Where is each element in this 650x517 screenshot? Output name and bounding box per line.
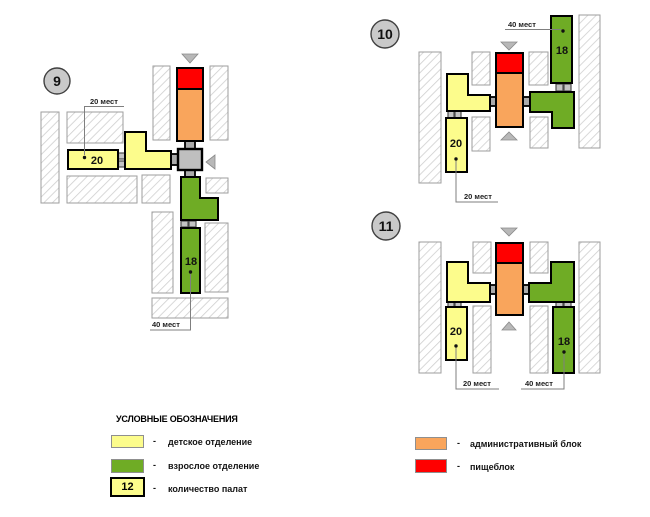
central-node xyxy=(176,147,204,172)
legend-separator: - xyxy=(457,461,460,471)
leader-dot xyxy=(454,344,458,348)
existing-building xyxy=(151,211,174,294)
food-block xyxy=(176,67,204,90)
legend-label-admin: административный блок xyxy=(470,439,582,449)
capacity-label: 40 мест xyxy=(508,20,536,29)
ward-count: 20 xyxy=(450,326,462,338)
food-block xyxy=(495,242,524,264)
legend-separator: - xyxy=(153,436,156,446)
leader-dot xyxy=(562,350,566,354)
capacity-label: 20 мест xyxy=(463,379,491,388)
existing-building xyxy=(472,241,492,274)
legend-separator: - xyxy=(457,438,460,448)
ward-count: 20 xyxy=(91,155,103,167)
existing-building xyxy=(578,241,601,374)
entrance-arrow-icon xyxy=(500,131,518,141)
leader-line xyxy=(455,348,499,390)
legend-label-adult: взрослое отделение xyxy=(168,461,260,471)
legend-separator: - xyxy=(153,483,156,493)
children-department-block xyxy=(446,261,491,303)
existing-building xyxy=(471,116,491,152)
food-block xyxy=(495,52,524,74)
existing-building xyxy=(529,305,549,374)
corridor-connector xyxy=(555,83,564,92)
admin-block xyxy=(176,88,204,142)
corridor-connector xyxy=(180,220,189,228)
existing-building xyxy=(528,51,549,86)
entrance-arrow-icon xyxy=(181,53,199,64)
leader-dot xyxy=(561,29,565,33)
entrance-arrow-icon xyxy=(205,154,216,170)
existing-building xyxy=(205,177,229,194)
adult-department-block xyxy=(529,91,575,129)
legend-label-children: детское отделение xyxy=(168,437,253,447)
ward-count: 18 xyxy=(185,256,197,268)
legend-separator: - xyxy=(153,460,156,470)
existing-building xyxy=(578,14,601,149)
legend-label-food: пищеблок xyxy=(470,462,515,472)
ward-count: 18 xyxy=(558,336,570,348)
existing-building xyxy=(472,305,492,374)
existing-building xyxy=(66,175,138,204)
existing-building xyxy=(66,111,124,144)
existing-building xyxy=(152,65,171,141)
existing-building xyxy=(204,222,229,293)
legend-swatch-children xyxy=(111,435,144,448)
capacity-label: 40 мест xyxy=(152,320,180,329)
existing-building xyxy=(471,51,491,86)
ward-count: 20 xyxy=(450,138,462,150)
admin-block xyxy=(495,72,524,128)
legend-swatch-food xyxy=(415,459,447,473)
scheme-number: 9 xyxy=(53,73,61,89)
admin-block xyxy=(495,262,524,316)
existing-building xyxy=(529,116,549,149)
scheme-number: 10 xyxy=(377,26,393,42)
existing-building xyxy=(529,241,549,274)
leader-line xyxy=(150,274,191,331)
children-department-block xyxy=(446,73,491,112)
adult-department-block xyxy=(180,176,219,221)
existing-building xyxy=(141,174,171,204)
existing-building xyxy=(209,65,229,141)
legend-swatch-admin xyxy=(415,437,447,450)
scheme-badge xyxy=(371,211,401,241)
scheme-10: 10 18 20 40 мест 20 мест xyxy=(370,14,601,203)
leader-line xyxy=(455,161,498,203)
corridor-connector xyxy=(447,110,455,119)
existing-building xyxy=(418,51,442,184)
scheme-9: 9 20 18 20 мест 40 мест xyxy=(40,53,229,331)
children-ward-block xyxy=(67,149,119,170)
corridor-connector xyxy=(188,220,197,228)
existing-building xyxy=(418,241,442,374)
entrance-arrow-icon xyxy=(501,321,517,331)
scheme-badge xyxy=(370,19,400,49)
adult-ward-block xyxy=(550,15,573,84)
scheme-badge xyxy=(43,67,71,95)
scheme-number: 11 xyxy=(379,218,394,234)
entrance-arrow-icon xyxy=(500,227,518,237)
leader-line xyxy=(521,354,565,390)
entrance-arrow-icon xyxy=(500,41,518,51)
legend-ward-count-sample: 12 xyxy=(110,477,145,497)
legend-title: УСЛОВНЫЕ ОБОЗНАЧЕНИЯ xyxy=(116,414,238,424)
adult-department-block xyxy=(528,261,575,303)
corridor-connector xyxy=(454,110,462,119)
capacity-label: 20 мест xyxy=(464,192,492,201)
leader-dot xyxy=(82,155,87,160)
legend-label-ward-count: количество палат xyxy=(168,484,248,494)
capacity-label: 20 мест xyxy=(90,97,118,106)
leader-dot xyxy=(454,157,458,161)
corridor-connector xyxy=(563,83,572,92)
children-department-block xyxy=(124,131,172,170)
capacity-label: 40 мест xyxy=(525,379,553,388)
ward-count: 18 xyxy=(556,45,568,57)
scheme-11: 11 20 18 20 мест 40 мест xyxy=(371,211,601,390)
legend-swatch-adult xyxy=(111,459,144,473)
existing-building xyxy=(40,111,60,204)
leader-dot xyxy=(188,270,193,274)
